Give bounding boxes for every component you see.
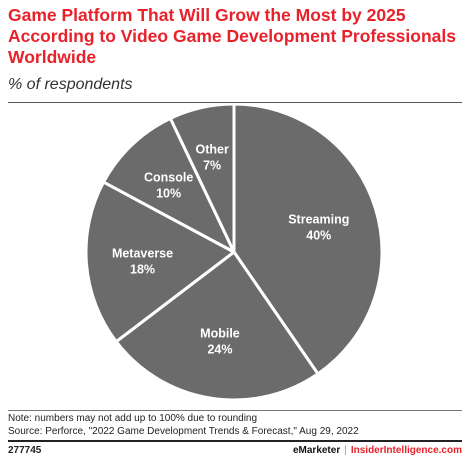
chart-code: 277745 [8,445,42,456]
pie-slice-streaming [232,103,384,376]
pie-label-other: Other 7% [195,142,228,172]
pie-label-value: 7% [203,158,221,172]
chart-notes: Note: numbers may not add up to 100% due… [8,412,359,438]
brand-separator: | [344,445,347,456]
footer-divider [8,440,462,442]
pie-slices [84,103,384,402]
pie-label-value: 40% [306,229,331,243]
pie-label-mobile: Mobile 24% [200,327,240,357]
pie-label-console: Console 10% [144,170,193,200]
pie-label-name: Metaverse [112,246,173,260]
note-text: Note: numbers may not add up to 100% due… [8,413,258,424]
pie-label-name: Other [195,142,228,156]
chart-subtitle: % of respondents [8,76,133,93]
pie-label-name: Streaming [288,213,349,227]
brand-insider-intelligence: InsiderIntelligence.com [350,445,462,456]
pie-label-name: Console [144,170,193,184]
pie-labels: Streaming 40% Mobile 24% Metaverse 18% Console… [112,142,349,356]
pie-label-name: Mobile [200,327,240,341]
brand-credit: eMarketer | InsiderIntelligence.com [293,445,462,456]
pie-label-value: 24% [207,343,232,357]
pie-chart: Streaming 40% Mobile 24% Metaverse 18% Console… [84,103,384,402]
pie-label-value: 10% [156,186,181,200]
header-divider [8,102,462,103]
pie-slice-other [168,103,236,254]
pie-slice-console [102,116,236,254]
brand-emarketer: eMarketer [292,445,341,456]
notes-divider [8,410,462,411]
chart-title: Game Platform That Will Grow the Most by… [8,5,456,67]
source-text: Source: Perforce, "2022 Game Development… [8,426,359,437]
pie-slice-mobile [114,250,320,402]
pie-slice-metaverse [84,180,236,344]
pie-label-metaverse: Metaverse 18% [112,246,173,276]
pie-label-value: 18% [130,262,155,276]
pie-label-streaming: Streaming 40% [288,213,349,243]
